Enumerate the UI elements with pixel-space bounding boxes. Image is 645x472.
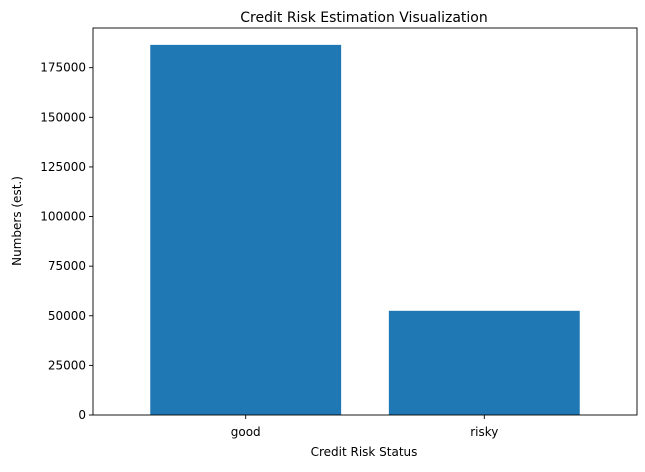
y-tick-label: 75000 <box>48 259 86 273</box>
y-tick-label: 100000 <box>40 210 86 224</box>
plot-area: good risky 0 25000 50000 75000 100000 125000 150… <box>40 44 580 439</box>
y-tick-label: 125000 <box>40 160 86 174</box>
x-tick-label: good <box>231 425 261 439</box>
y-axis-label: Numbers (est.) <box>10 176 24 266</box>
y-tick-label: 175000 <box>40 61 86 75</box>
x-axis-label: Credit Risk Status <box>311 445 418 459</box>
y-tick-label: 25000 <box>48 358 86 372</box>
bar-good <box>150 44 342 415</box>
bar-risky <box>388 310 580 415</box>
x-tick-label: risky <box>470 425 498 439</box>
y-tick-label: 150000 <box>40 110 86 124</box>
y-tick-label: 50000 <box>48 309 86 323</box>
axes-frame <box>92 27 638 416</box>
y-tick-label: 0 <box>78 408 86 422</box>
chart-title: Credit Risk Estimation Visualization <box>240 10 487 26</box>
